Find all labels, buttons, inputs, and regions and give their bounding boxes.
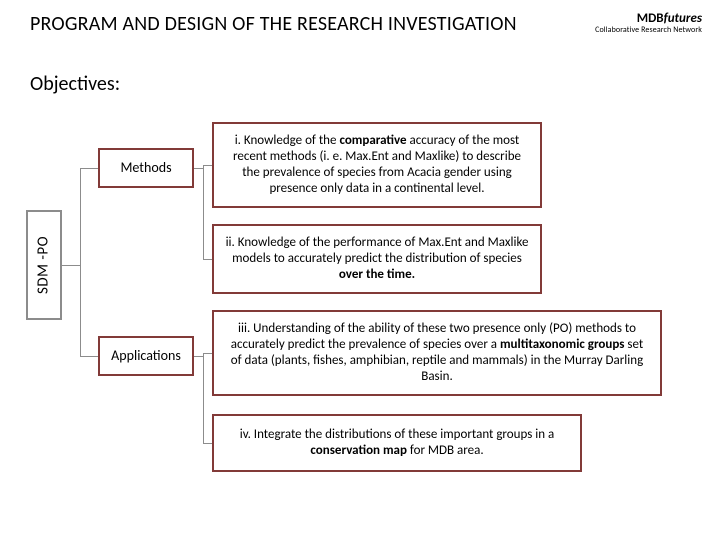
- objective-iv-box: iv. Integrate the distributions of these…: [212, 414, 582, 472]
- objective-ii-box: ii. Knowledge of the performance of Max.…: [212, 224, 542, 294]
- header: PROGRAM AND DESIGN OF THE RESEARCH INVES…: [0, 12, 720, 36]
- objective-iii-box: iii. Understanding of the ability of the…: [212, 310, 662, 396]
- sdm-po-box: SDM -PO: [26, 210, 62, 320]
- brand-main: MDBfutures: [595, 12, 702, 26]
- methods-box: Methods: [98, 148, 194, 188]
- brand: MDBfutures Collaborative Research Networ…: [595, 12, 702, 35]
- applications-box: Applications: [98, 336, 194, 376]
- objective-i-box: i. Knowledge of the comparative accuracy…: [212, 122, 542, 208]
- brand-sub: Collaborative Research Network: [595, 26, 702, 35]
- objectives-heading: Objectives:: [30, 72, 120, 96]
